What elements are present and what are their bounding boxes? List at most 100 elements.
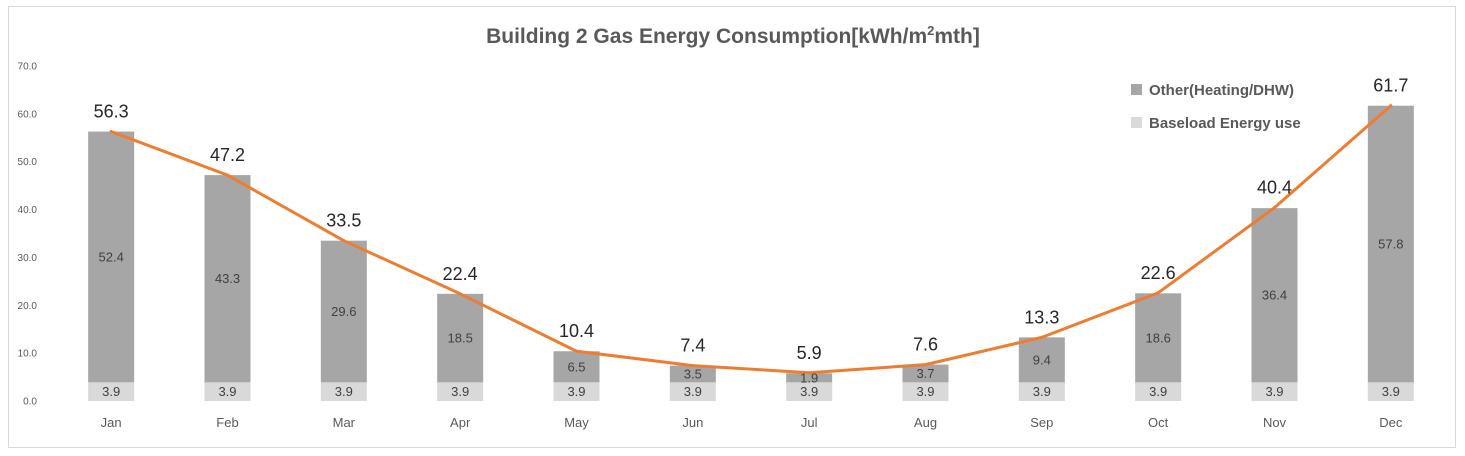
y-tick-label: 60.0 [18,109,38,120]
x-tick-label: Aug [914,415,937,430]
legend-swatch-baseload [1131,117,1142,128]
label-total: 7.6 [913,335,938,355]
label-other: 18.6 [1146,330,1171,345]
label-baseload: 3.9 [1149,384,1167,399]
bar-other [320,240,367,383]
total-point [458,292,462,296]
label-total: 47.2 [210,145,245,165]
bar-other [786,373,833,383]
x-tick-label: Sep [1030,415,1053,430]
label-other: 36.4 [1262,288,1287,303]
chart-title: Building 2 Gas Energy Consumption[kWh/m2… [486,23,980,48]
label-baseload: 3.9 [916,384,934,399]
bar-baseload [1018,382,1065,401]
label-baseload: 3.9 [684,384,702,399]
total-point [1040,335,1044,339]
y-tick-label: 20.0 [18,301,38,312]
chart-title-tail: mth] [934,25,980,48]
bar-other [1367,105,1414,383]
label-other: 6.5 [567,359,585,374]
x-axis: Jan Feb Mar Apr May Jun Jul Aug Sep Oct Nov Dec [101,415,1403,430]
label-total: 56.3 [94,102,129,122]
total-point [342,239,346,243]
label-total: 10.4 [559,321,594,341]
x-tick-label: Oct [1148,415,1169,430]
x-tick-label: Nov [1263,415,1287,430]
bar-baseload [669,382,716,401]
total-point [109,130,113,134]
y-axis: 0.0 10.0 20.0 30.0 40.0 50.0 60.0 70.0 [18,62,38,408]
y-tick-label: 10.0 [18,349,38,360]
bars [88,105,1414,401]
total-line [109,104,1393,375]
x-tick-label: May [564,415,589,430]
label-baseload: 3.9 [218,384,236,399]
label-baseload: 3.9 [335,384,353,399]
x-tick-label: Jun [682,415,703,430]
label-other: 1.9 [800,370,818,385]
label-baseload: 3.9 [451,384,469,399]
label-other: 52.4 [99,249,124,264]
chart-title-sup: 2 [927,23,934,38]
label-other: 18.5 [448,331,473,346]
label-total: 22.4 [443,264,478,284]
bar-baseload [1251,382,1298,401]
x-tick-label: Mar [333,415,356,430]
label-baseload: 3.9 [1265,384,1283,399]
total-line-path [109,104,1393,375]
label-baseload: 3.9 [1033,384,1051,399]
bar-other [88,131,135,383]
label-baseload: 3.9 [567,384,585,399]
bar-baseload [437,382,484,401]
label-total: 33.5 [326,211,361,231]
label-total: 61.7 [1373,76,1408,96]
y-tick-label: 70.0 [18,62,38,73]
bar-other [1251,208,1298,383]
y-tick-label: 0.0 [23,397,37,408]
bar-other [1135,293,1182,383]
y-tick-label: 50.0 [18,157,38,168]
x-tick-label: Jul [801,415,818,430]
chart-svg: Building 2 Gas Energy Consumption[kWh/m2… [18,23,1414,430]
label-baseload: 3.9 [800,384,818,399]
data-labels: 3.9 52.4 3.9 43.3 3.9 29.6 3.9 18.5 3.9 6.5 3.9 3.5… [94,76,1409,399]
bar-baseload [786,382,833,401]
label-total: 40.4 [1257,178,1292,198]
label-other: 3.5 [684,366,702,381]
label-total: 22.6 [1141,263,1176,283]
total-point [1273,206,1276,210]
label-other: 57.8 [1378,237,1403,252]
bar-other [204,175,251,383]
label-total: 13.3 [1024,307,1059,327]
label-other: 29.6 [331,304,356,319]
bar-other [902,364,949,383]
bar-other [437,293,484,383]
bar-other [553,351,600,383]
total-point [226,173,229,177]
legend-label-other: Other(Heating/DHW) [1149,82,1294,99]
bar-baseload [320,382,367,401]
total-point [691,364,695,368]
label-baseload: 3.9 [1382,384,1400,399]
label-other: 9.4 [1033,352,1051,367]
y-tick-label: 40.0 [18,205,38,216]
label-baseload: 3.9 [102,384,120,399]
x-tick-label: Jan [101,415,122,430]
bar-other [669,365,716,383]
total-point [807,371,811,375]
legend-swatch-other [1131,84,1142,95]
y-tick-label: 30.0 [18,253,38,264]
bar-baseload [1135,382,1182,401]
label-total: 5.9 [797,343,822,363]
x-tick-label: Dec [1379,415,1403,430]
bar-baseload [902,382,949,401]
legend-label-baseload: Baseload Energy use [1149,115,1301,132]
label-other: 43.3 [215,271,240,286]
x-tick-label: Feb [216,415,238,430]
chart-area: Building 2 Gas Energy Consumption[kWh/m2… [8,6,1456,448]
bar-baseload [204,382,251,401]
total-point [1156,291,1160,295]
label-total: 7.4 [680,336,705,356]
x-tick-label: Apr [450,415,471,430]
bar-baseload [88,382,135,401]
